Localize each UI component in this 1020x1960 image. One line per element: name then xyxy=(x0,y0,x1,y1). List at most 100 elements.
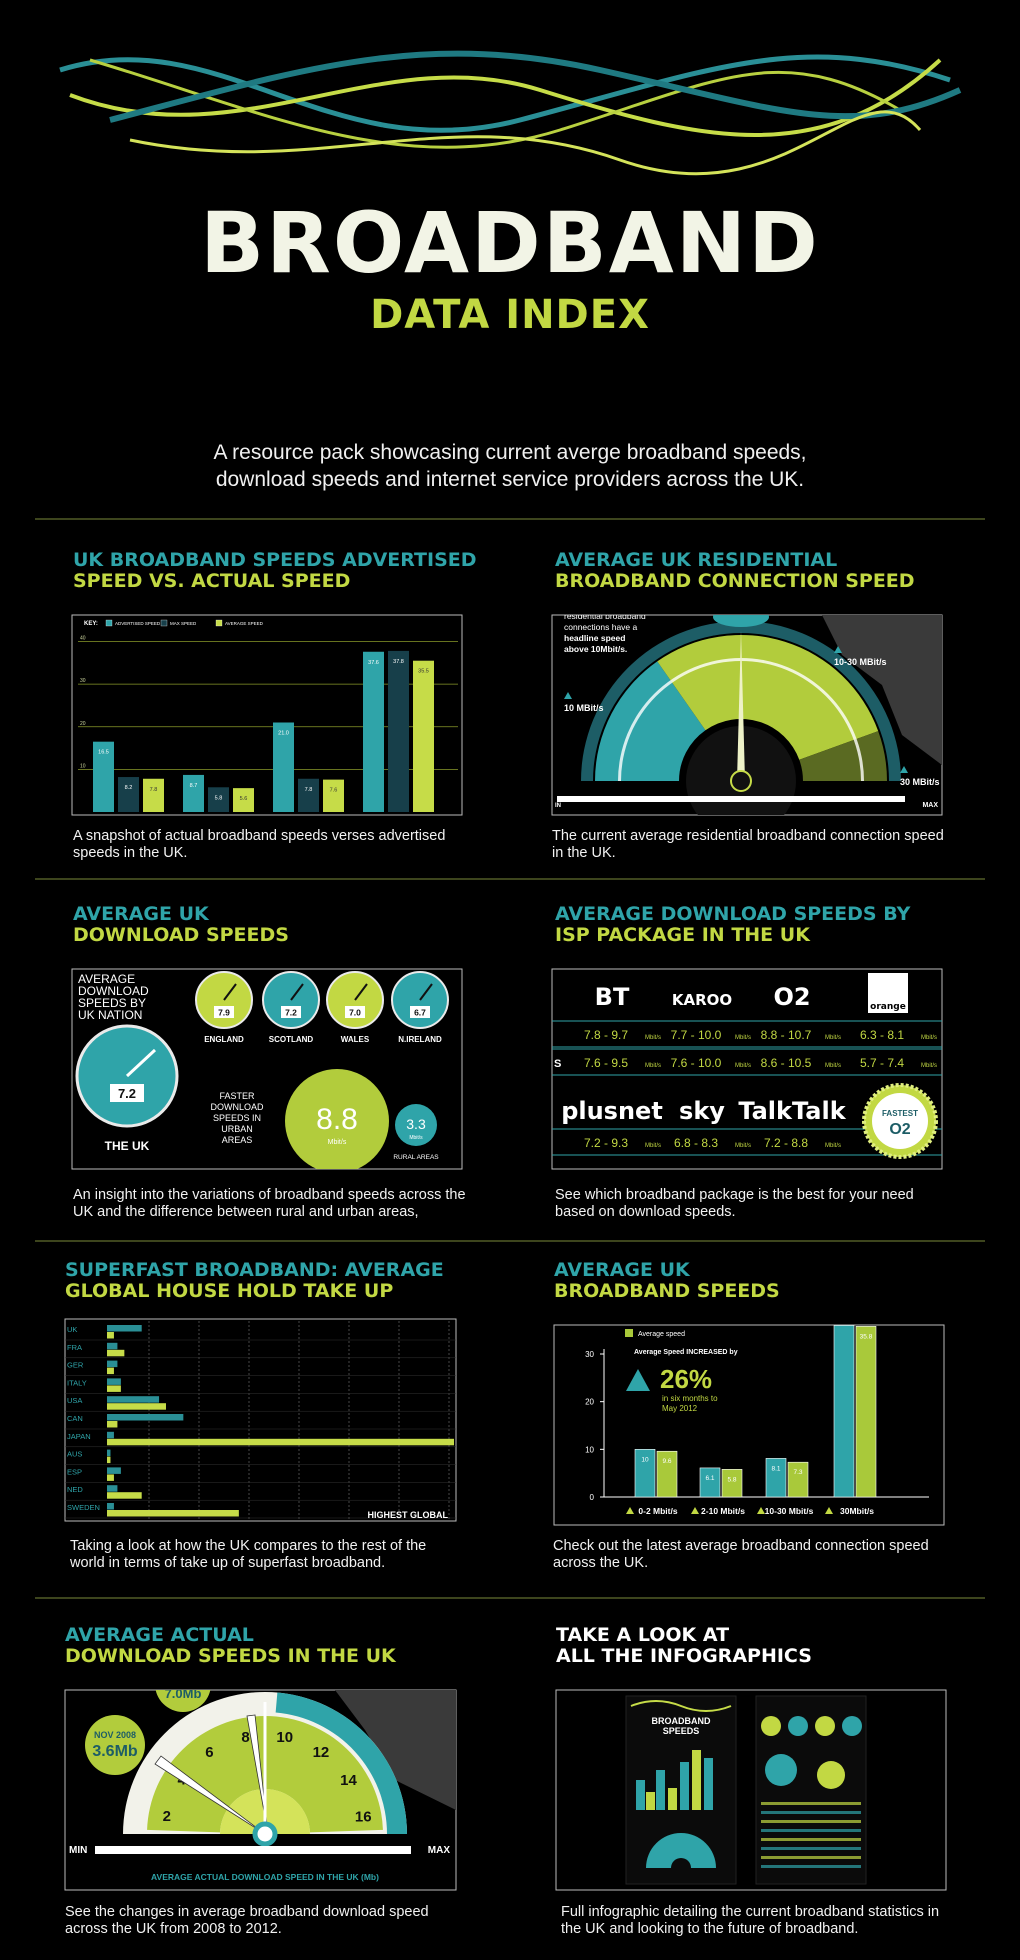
wave xyxy=(129,110,922,176)
rural-label: RURAL AREAS xyxy=(393,1154,439,1161)
panel-heading: DOWNLOAD xyxy=(78,984,149,998)
header-waves xyxy=(59,50,962,176)
bar xyxy=(107,1342,118,1350)
bar-label: 5.8 xyxy=(727,1476,736,1483)
section-title: SUPERFAST BROADBAND: AVERAGE xyxy=(65,1259,444,1281)
page-title: BROADBAND xyxy=(200,194,820,292)
country-label: CAN xyxy=(67,1414,83,1423)
mini-needle xyxy=(223,983,237,1001)
bar xyxy=(107,1385,121,1392)
bar xyxy=(107,1325,142,1332)
legend-label: ADVERTISED SPEED xyxy=(115,621,161,626)
section-caption: UK and the difference between rural and … xyxy=(73,1204,419,1220)
nation-value: 7.9 xyxy=(218,1008,230,1018)
dial-rim xyxy=(275,1692,407,1834)
bar xyxy=(107,1449,111,1457)
section-caption: Full infographic detailing the current b… xyxy=(561,1904,939,1920)
bar xyxy=(107,1396,160,1403)
bar xyxy=(233,788,254,812)
dial-pin xyxy=(252,1821,278,1847)
gauge-note: connections have a xyxy=(564,622,638,632)
panel: 246810121416NOV 20083.6Mb7.0MbMINMAXAVER… xyxy=(69,1690,456,1882)
panel-frame xyxy=(555,1689,947,1891)
dial-min: MIN xyxy=(69,1845,87,1856)
section-caption: across the UK. xyxy=(553,1555,648,1571)
x-tick-label: 30Mbit/s xyxy=(840,1506,874,1516)
section-caption: An insight into the variations of broadb… xyxy=(73,1187,466,1203)
rural-value: 3.3 xyxy=(406,1116,426,1132)
legend-swatch xyxy=(105,619,113,627)
legend-swatch xyxy=(215,619,223,627)
speed-unit: Mbit/s xyxy=(921,1063,937,1069)
dial-base xyxy=(95,1846,411,1854)
bar-label: 35.5 xyxy=(418,669,429,675)
speed-range: 7.7 - 10.0 xyxy=(671,1028,722,1042)
section-title: BROADBAND CONNECTION SPEED xyxy=(555,570,915,592)
section-caption: in the UK. xyxy=(552,845,616,861)
section-title: AVERAGE ACTUAL xyxy=(65,1624,254,1646)
gauge-note: above 10Mbit/s. xyxy=(564,644,627,654)
gauge-needle xyxy=(737,631,745,781)
badge-text: FASTEST xyxy=(882,1109,918,1118)
nation-value: 7.2 xyxy=(285,1008,297,1018)
nation-value: 6.7 xyxy=(414,1008,426,1018)
bar-label: 9.6 xyxy=(662,1458,671,1465)
country-label: NED xyxy=(67,1485,83,1494)
speed-range: 7.2 - 9.3 xyxy=(584,1136,628,1150)
section-title: SPEED VS. ACTUAL SPEED xyxy=(73,570,350,592)
panel: UK FRA GER ITALY USA CAN JAPAN AUS ESP NED SWEDEN H… xyxy=(65,1321,456,1520)
marker xyxy=(564,692,572,699)
logo-box xyxy=(868,973,908,1013)
thumb-row xyxy=(761,1847,861,1850)
panel-heading: UK NATION xyxy=(78,1008,142,1022)
legend-title: KEY: xyxy=(84,621,98,627)
wave xyxy=(59,54,951,133)
country-label: UK xyxy=(67,1325,77,1334)
section-title: ISP PACKAGE IN THE UK xyxy=(555,924,811,946)
country-label: USA xyxy=(67,1396,82,1405)
dial-number: 6 xyxy=(205,1744,213,1761)
pointer-bubble xyxy=(713,615,769,627)
dial-number: 8 xyxy=(241,1729,249,1746)
thumb-gauge xyxy=(761,1716,781,1736)
isp-logo: plusnet xyxy=(561,1097,663,1125)
country-label: SWEDEN xyxy=(67,1503,100,1512)
wave xyxy=(109,50,962,123)
bar-label: 5.6 xyxy=(240,796,248,802)
speed-unit: Mbit/s xyxy=(645,1035,661,1041)
x-tick-label: 10-30 Mbit/s xyxy=(765,1506,814,1516)
urban-value: 8.8 xyxy=(316,1103,358,1136)
value-box xyxy=(214,1006,234,1018)
thumb-bar xyxy=(636,1780,645,1810)
speed-range: 8.8 - 10.7 xyxy=(761,1028,812,1042)
bar xyxy=(699,1467,721,1498)
y-tick-label: 10 xyxy=(585,1445,594,1454)
speed-range: 7.6 - 10.0 xyxy=(671,1056,722,1070)
section-title: AVERAGE UK xyxy=(554,1259,691,1281)
bar-label: 7.8 xyxy=(150,787,158,793)
gauge-band xyxy=(799,731,887,781)
bar xyxy=(298,778,319,812)
bar-label: 21.0 xyxy=(278,731,289,737)
marker xyxy=(834,646,842,653)
speed-unit: Mbit/s xyxy=(735,1035,751,1041)
bar-label: 10 xyxy=(641,1456,649,1463)
y-tick-label: 40 xyxy=(80,636,86,642)
thumb-gauge xyxy=(765,1754,797,1786)
panel: BT KAROO O2 orange plusnet sky TalkTalk 7.8 - 9… xyxy=(552,973,942,1159)
bar xyxy=(107,1367,114,1375)
bar xyxy=(208,787,229,812)
band-label: 30 MBit/s xyxy=(900,777,940,787)
thumb-title: BROADBAND xyxy=(652,1716,711,1726)
thumb-gauge xyxy=(788,1716,808,1736)
legend-label: Average speed xyxy=(638,1331,685,1338)
x-tick-label: 0-2 Mbit/s xyxy=(638,1506,677,1516)
speed-unit: Mbit/s xyxy=(825,1035,841,1041)
thumb-row xyxy=(761,1856,861,1859)
y-tick-label: 20 xyxy=(585,1398,594,1407)
urban-text: SPEEDS IN xyxy=(213,1113,261,1123)
intro-line: A resource pack showcasing current averg… xyxy=(213,441,806,464)
country-label: FRA xyxy=(67,1343,82,1352)
